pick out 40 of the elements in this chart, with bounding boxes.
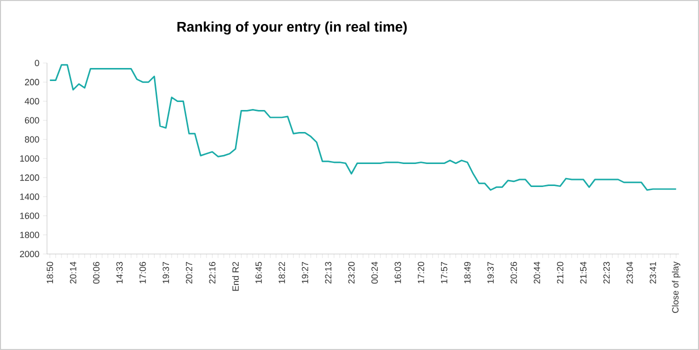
x-tick-label: End R2: [232, 262, 239, 291]
x-tick-label: 18:22: [278, 262, 286, 284]
y-tick-label: 400: [24, 98, 40, 104]
y-tick-label: 1600: [20, 212, 40, 219]
y-tick-label: 1000: [20, 155, 40, 162]
x-tick-label: 18:50: [46, 262, 54, 284]
x-tick-label: 17:20: [418, 262, 424, 284]
x-tick-label: 16:45: [255, 262, 262, 284]
y-tick-label: 2000: [20, 250, 40, 258]
x-tick-label: 00:06: [93, 262, 100, 284]
x-tick-label: 20:14: [70, 262, 76, 284]
y-tick-label: 200: [24, 78, 40, 86]
x-tick-label: Close of play: [672, 262, 680, 313]
chart-title: Ranking of your entry (in real time): [177, 21, 407, 35]
x-tick-label: 16:03: [394, 262, 401, 284]
x-tick-label: 23:04: [626, 262, 633, 284]
x-tick-label: 17:06: [139, 262, 146, 284]
x-tick-label: 21:54: [580, 262, 587, 284]
y-tick-label: 800: [24, 136, 40, 143]
x-tick-label: 22:13: [325, 262, 332, 284]
x-tick-label: 00:24: [371, 262, 378, 284]
x-tick-label: 23:41: [650, 262, 656, 284]
x-tick-label: 14:33: [116, 262, 123, 284]
x-tick-label: 22:23: [603, 262, 610, 284]
x-tick-label: 20:44: [534, 262, 540, 284]
x-tick-label: 18:49: [464, 262, 471, 284]
y-tick-label: 1400: [20, 194, 40, 200]
x-tick-label: 19:27: [302, 262, 308, 284]
x-tick-label: 20:27: [186, 262, 192, 284]
x-tick-label: 22:16: [209, 262, 216, 284]
y-tick-label: 600: [24, 117, 40, 124]
x-tick-label: 21:20: [556, 262, 564, 284]
x-tick-label: 19:37: [487, 262, 494, 284]
x-tick-label: 23:20: [348, 262, 355, 284]
y-tick-label: 1200: [20, 174, 40, 181]
x-tick-label: 17:57: [441, 262, 448, 284]
y-tick-label: 0: [34, 60, 40, 66]
x-tick-label: 19:37: [162, 262, 170, 284]
y-tick-label: 1800: [20, 232, 40, 238]
x-tick-label: 20:26: [510, 262, 517, 284]
